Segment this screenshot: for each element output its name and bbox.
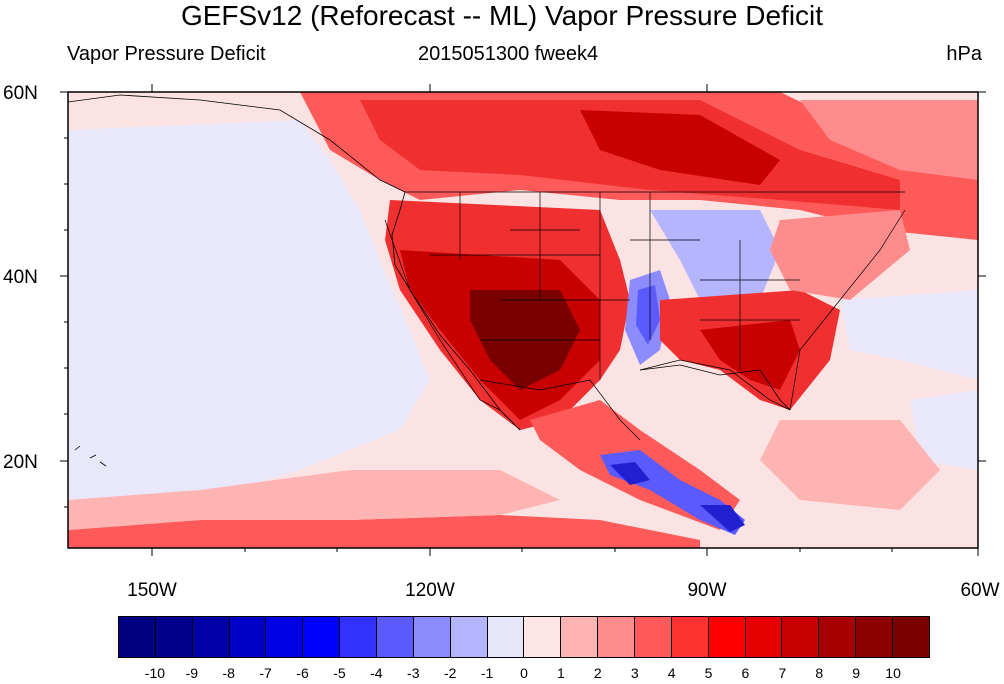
colorbar-box <box>819 617 857 657</box>
colorbar-box <box>524 617 562 657</box>
caribbean-region <box>760 420 940 510</box>
colorbar-box <box>856 617 894 657</box>
colorbar-box <box>340 617 378 657</box>
colorbar-box <box>413 617 451 657</box>
colorbar-box <box>708 617 746 657</box>
colorbar-tick-label: -6 <box>296 665 309 681</box>
lon-label-90w: 90W <box>687 580 726 601</box>
canada-peak-region <box>580 110 780 185</box>
coastlines <box>68 94 791 467</box>
tropical-pacific-band-light <box>68 470 560 530</box>
units-label: hPa <box>946 43 982 65</box>
colorbar-tick-label: -7 <box>259 665 272 681</box>
map-title: GEFSv12 (Reforecast -- ML) Vapor Pressur… <box>180 0 824 31</box>
lat-label-60n: 60N <box>3 83 38 104</box>
colorbar-box <box>561 617 599 657</box>
colorbar-tick-label: 10 <box>885 665 901 681</box>
midwest-low-region <box>650 210 780 300</box>
variable-label: Vapor Pressure Deficit <box>67 43 266 65</box>
colorbar-box <box>487 617 525 657</box>
pacific-low-region <box>68 120 430 520</box>
southeast-core-region <box>700 320 800 390</box>
colorbar-tick-label: 4 <box>667 665 676 681</box>
atlantic-low-region <box>840 290 978 380</box>
colorbar-box <box>192 617 230 657</box>
colorbar-box <box>155 617 193 657</box>
colorbar <box>118 616 930 658</box>
colorbar-tick-label: -8 <box>222 665 235 681</box>
colorbar-box <box>450 617 488 657</box>
colorbar-box <box>671 617 709 657</box>
colorbar-box <box>635 617 672 657</box>
lon-label-150w: 150W <box>127 580 177 601</box>
colorbar-tick-label: -10 <box>144 665 166 681</box>
colorbar-box <box>266 617 304 657</box>
colorbar-box <box>377 617 414 657</box>
colorbar-tick-label: -2 <box>443 665 457 681</box>
colorbar-tick-label: -3 <box>407 665 420 681</box>
colorbar-tick-label: -1 <box>480 665 494 681</box>
colorbar-box <box>119 617 156 657</box>
colorbar-tick-label: -9 <box>185 665 199 681</box>
forecast-time-label: 2015051300 fweek4 <box>418 43 599 65</box>
colorbar-box <box>893 617 929 657</box>
colorbar-tick-label: 8 <box>815 665 824 681</box>
central-america-low-region <box>700 505 745 532</box>
atlantic-low-region-south <box>910 390 978 470</box>
colorbar-tick-label: 2 <box>593 665 602 681</box>
colorbar-box <box>782 617 820 657</box>
lon-label-60w: 60W <box>960 580 999 601</box>
map-frame <box>67 91 979 549</box>
map-field <box>68 92 978 548</box>
lon-label-120w: 120W <box>405 580 455 601</box>
tropical-pacific-band <box>68 515 700 548</box>
colorbar-box <box>598 617 636 657</box>
plains-lower-region <box>636 285 660 345</box>
colorbar-tick-label: 3 <box>630 665 639 681</box>
colorbar-tick-label: -5 <box>333 665 346 681</box>
colorbar-tick-label: 5 <box>704 665 713 681</box>
colorbar-box <box>303 617 341 657</box>
colorbar-tick-label: -4 <box>370 665 383 681</box>
latitude-axis <box>60 91 986 508</box>
colorbar-tick-label: 1 <box>557 665 565 681</box>
lat-label-40n: 40N <box>3 267 38 288</box>
colorbar-tick-label: 0 <box>520 665 528 681</box>
lat-label-20n: 20N <box>3 452 38 473</box>
colorbar-box <box>229 617 267 657</box>
mexico-lower-region <box>610 462 650 485</box>
northeast-region <box>770 210 910 300</box>
labrador-region <box>800 100 978 180</box>
colorbar-tick-label: 9 <box>852 665 861 681</box>
colorbar-box <box>745 617 783 657</box>
colorbar-tick-label: 6 <box>741 665 750 681</box>
colorbar-tick-label: 7 <box>778 665 787 681</box>
longitude-axis <box>151 84 979 556</box>
